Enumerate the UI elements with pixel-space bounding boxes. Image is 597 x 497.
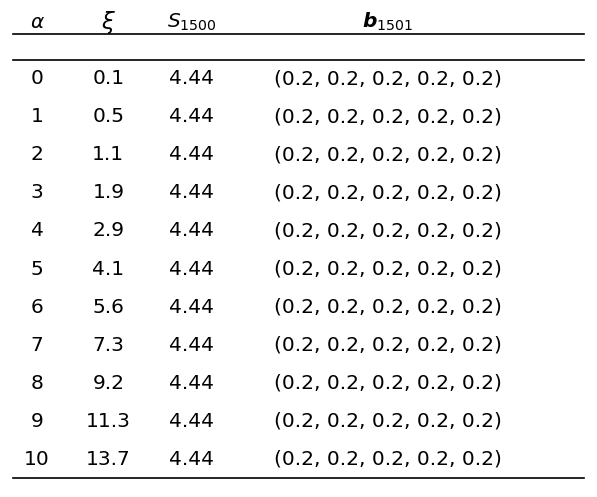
Text: 1.1: 1.1 [93,145,124,165]
Text: 6: 6 [30,298,44,317]
Text: 2.9: 2.9 [93,222,124,241]
Text: 4.44: 4.44 [169,222,214,241]
Text: (0.2, 0.2, 0.2, 0.2, 0.2): (0.2, 0.2, 0.2, 0.2, 0.2) [273,259,501,278]
Text: 0: 0 [30,69,44,88]
Text: 4.44: 4.44 [169,107,214,126]
Text: $\xi$: $\xi$ [101,8,116,36]
Text: 4.44: 4.44 [169,69,214,88]
Text: 9: 9 [30,412,44,431]
Text: 3: 3 [30,183,44,202]
Text: 13.7: 13.7 [86,450,131,469]
Text: $\boldsymbol{b}_{1501}$: $\boldsymbol{b}_{1501}$ [362,11,413,33]
Text: 4.44: 4.44 [169,450,214,469]
Text: $\alpha$: $\alpha$ [29,12,45,32]
Text: 9.2: 9.2 [93,374,124,393]
Text: 1.9: 1.9 [93,183,124,202]
Text: $S_{1500}$: $S_{1500}$ [167,11,216,33]
Text: (0.2, 0.2, 0.2, 0.2, 0.2): (0.2, 0.2, 0.2, 0.2, 0.2) [273,222,501,241]
Text: 2: 2 [30,145,44,165]
Text: 4.1: 4.1 [93,259,124,278]
Text: 0.5: 0.5 [93,107,124,126]
Text: 11.3: 11.3 [86,412,131,431]
Text: 8: 8 [30,374,44,393]
Text: 1: 1 [30,107,44,126]
Text: (0.2, 0.2, 0.2, 0.2, 0.2): (0.2, 0.2, 0.2, 0.2, 0.2) [273,145,501,165]
Text: 4.44: 4.44 [169,298,214,317]
Text: (0.2, 0.2, 0.2, 0.2, 0.2): (0.2, 0.2, 0.2, 0.2, 0.2) [273,107,501,126]
Text: (0.2, 0.2, 0.2, 0.2, 0.2): (0.2, 0.2, 0.2, 0.2, 0.2) [273,450,501,469]
Text: 0.1: 0.1 [93,69,124,88]
Text: 4.44: 4.44 [169,183,214,202]
Text: (0.2, 0.2, 0.2, 0.2, 0.2): (0.2, 0.2, 0.2, 0.2, 0.2) [273,183,501,202]
Text: 7.3: 7.3 [93,335,124,355]
Text: 4.44: 4.44 [169,412,214,431]
Text: 4.44: 4.44 [169,335,214,355]
Text: (0.2, 0.2, 0.2, 0.2, 0.2): (0.2, 0.2, 0.2, 0.2, 0.2) [273,298,501,317]
Text: 4.44: 4.44 [169,259,214,278]
Text: (0.2, 0.2, 0.2, 0.2, 0.2): (0.2, 0.2, 0.2, 0.2, 0.2) [273,335,501,355]
Text: (0.2, 0.2, 0.2, 0.2, 0.2): (0.2, 0.2, 0.2, 0.2, 0.2) [273,374,501,393]
Text: 5.6: 5.6 [93,298,124,317]
Text: 7: 7 [30,335,44,355]
Text: (0.2, 0.2, 0.2, 0.2, 0.2): (0.2, 0.2, 0.2, 0.2, 0.2) [273,412,501,431]
Text: 4: 4 [30,222,44,241]
Text: (0.2, 0.2, 0.2, 0.2, 0.2): (0.2, 0.2, 0.2, 0.2, 0.2) [273,69,501,88]
Text: 5: 5 [30,259,44,278]
Text: 10: 10 [24,450,50,469]
Text: 4.44: 4.44 [169,374,214,393]
Text: 4.44: 4.44 [169,145,214,165]
